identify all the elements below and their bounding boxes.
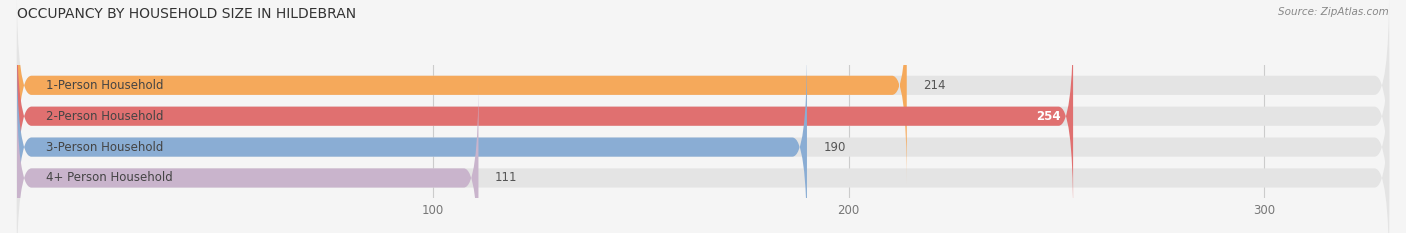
- Text: 214: 214: [924, 79, 946, 92]
- Text: Source: ZipAtlas.com: Source: ZipAtlas.com: [1278, 7, 1389, 17]
- FancyBboxPatch shape: [17, 48, 1389, 233]
- FancyBboxPatch shape: [17, 48, 807, 233]
- Text: OCCUPANCY BY HOUSEHOLD SIZE IN HILDEBRAN: OCCUPANCY BY HOUSEHOLD SIZE IN HILDEBRAN: [17, 7, 356, 21]
- FancyBboxPatch shape: [17, 18, 1073, 215]
- FancyBboxPatch shape: [17, 0, 1389, 184]
- FancyBboxPatch shape: [17, 79, 478, 233]
- Text: 111: 111: [495, 171, 517, 185]
- Text: 4+ Person Household: 4+ Person Household: [46, 171, 173, 185]
- Text: 1-Person Household: 1-Person Household: [46, 79, 163, 92]
- FancyBboxPatch shape: [17, 79, 1389, 233]
- Text: 190: 190: [824, 140, 846, 154]
- Text: 3-Person Household: 3-Person Household: [46, 140, 163, 154]
- FancyBboxPatch shape: [17, 18, 1389, 215]
- Text: 2-Person Household: 2-Person Household: [46, 110, 163, 123]
- FancyBboxPatch shape: [17, 0, 907, 184]
- Text: 254: 254: [1036, 110, 1060, 123]
